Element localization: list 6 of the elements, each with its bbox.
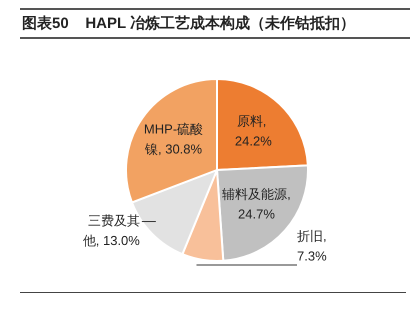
slice-label: 原料, 24.2% [234, 113, 272, 148]
slice-label: 三费及其他, 13.0% [82, 213, 140, 248]
slice-label: MHP-硫酸镍, 30.8% [144, 122, 204, 157]
slice-label: 折旧, 7.3% [297, 228, 330, 264]
chart-title: 图表50 HAPL 冶炼工艺成本构成（未作钴抵扣） [20, 8, 410, 39]
slice-label: 辅料及能源, 24.7% [222, 186, 291, 222]
